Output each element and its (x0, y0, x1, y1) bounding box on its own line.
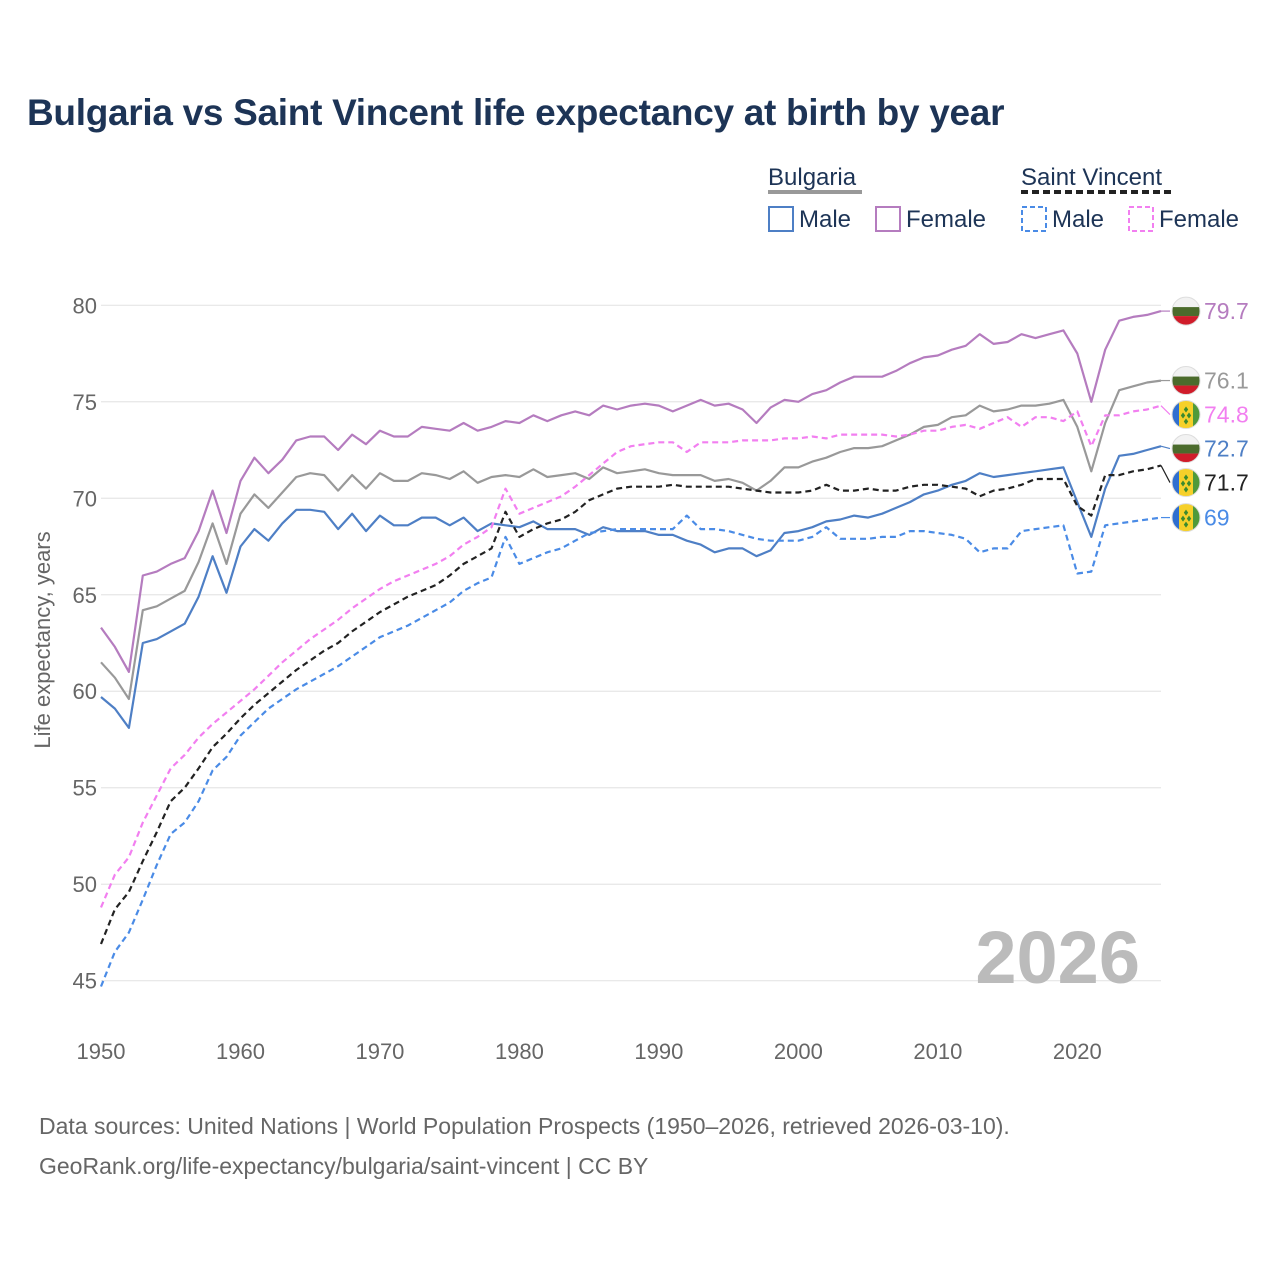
legend: Bulgaria Male Female Saint Vincent Male … (768, 164, 1239, 233)
end-label-sv-total: 71.7 (1160, 465, 1249, 498)
end-value-sv-female: 74.8 (1204, 402, 1249, 428)
y-tick-75: 75 (73, 390, 97, 415)
y-tick-55: 55 (73, 776, 97, 801)
bulgaria-flag-icon (1171, 366, 1201, 396)
end-label-bg-female: 79.7 (1161, 296, 1249, 326)
y-tick-80: 80 (73, 293, 97, 318)
series-line-bg-total (100, 379, 1162, 701)
legend-saint-vincent-female-swatch (1128, 206, 1154, 232)
end-label-sv-female: 74.8 (1160, 400, 1249, 430)
x-axis-ticks: 1950 1960 1970 1980 1990 2000 2010 2020 (77, 1039, 1102, 1064)
x-tick-1990: 1990 (634, 1039, 683, 1064)
x-tick-1950: 1950 (77, 1039, 126, 1064)
footer: Data sources: United Nations | World Pop… (39, 1106, 1010, 1186)
series-line-bg-male (100, 445, 1162, 730)
legend-group-saint-vincent: Saint Vincent (1021, 164, 1162, 191)
end-label-bg-male: 72.7 (1160, 434, 1249, 464)
x-tick-1960: 1960 (216, 1039, 265, 1064)
y-tick-60: 60 (73, 679, 97, 704)
legend-saint-vincent-male-swatch (1021, 206, 1047, 232)
x-tick-2000: 2000 (774, 1039, 823, 1064)
series-line-sv-female (99, 404, 1162, 908)
footer-sources: Data sources: United Nations | World Pop… (39, 1113, 1010, 1139)
series-line-sv-male (99, 514, 1162, 987)
y-tick-70: 70 (73, 486, 97, 511)
life-expectancy-chart: 45 50 55 60 65 70 75 80 1950 1960 1970 1980 1990 200… (30, 164, 1249, 1064)
end-value-bg-male: 72.7 (1204, 436, 1249, 462)
y-axis-ticks: 45 50 55 60 65 70 75 80 (73, 293, 97, 993)
footer-link[interactable]: GeoRank.org/life-expectancy/bulgaria/sai… (39, 1153, 649, 1179)
x-tick-2020: 2020 (1053, 1039, 1102, 1064)
bulgaria-flag-icon (1171, 434, 1201, 464)
gridlines (101, 304, 1161, 982)
y-tick-45: 45 (73, 969, 97, 994)
legend-bulgaria-female-swatch (875, 206, 901, 232)
x-tick-2010: 2010 (913, 1039, 962, 1064)
end-connector (1160, 405, 1171, 415)
end-connector (1160, 465, 1171, 483)
y-axis-label: Life expectancy, years (30, 531, 55, 748)
end-labels: 79.7 76.1 74.8 72.7 71.7 69 (1160, 296, 1249, 533)
end-value-sv-total: 71.7 (1204, 470, 1249, 496)
legend-bulgaria-female: Female (906, 206, 986, 233)
saint-vincent-flag-icon (1171, 400, 1201, 430)
x-tick-1980: 1980 (495, 1039, 544, 1064)
end-value-bg-total: 76.1 (1204, 368, 1249, 394)
saint-vincent-flag-icon (1171, 503, 1201, 533)
x-tick-1970: 1970 (355, 1039, 404, 1064)
end-label-sv-male: 69 (1161, 503, 1230, 533)
legend-group-bulgaria: Bulgaria (768, 164, 857, 191)
series-line-bg-female (100, 310, 1162, 674)
series-line-sv-total (99, 464, 1162, 945)
legend-saint-vincent-female: Female (1159, 206, 1239, 233)
y-tick-50: 50 (73, 872, 97, 897)
saint-vincent-flag-icon (1171, 468, 1201, 498)
end-value-sv-male: 69 (1204, 505, 1230, 531)
series-lines (99, 310, 1162, 987)
legend-bulgaria-male: Male (799, 206, 851, 233)
y-tick-65: 65 (73, 583, 97, 608)
end-value-bg-female: 79.7 (1204, 298, 1249, 324)
end-label-bg-total: 76.1 (1161, 366, 1249, 396)
bulgaria-flag-icon (1171, 296, 1201, 326)
legend-bulgaria-male-swatch (768, 206, 794, 232)
year-watermark: 2026 (975, 916, 1140, 999)
legend-saint-vincent-male: Male (1052, 206, 1104, 233)
chart-title: Bulgaria vs Saint Vincent life expectanc… (27, 92, 1005, 133)
end-connector (1160, 445, 1171, 450)
